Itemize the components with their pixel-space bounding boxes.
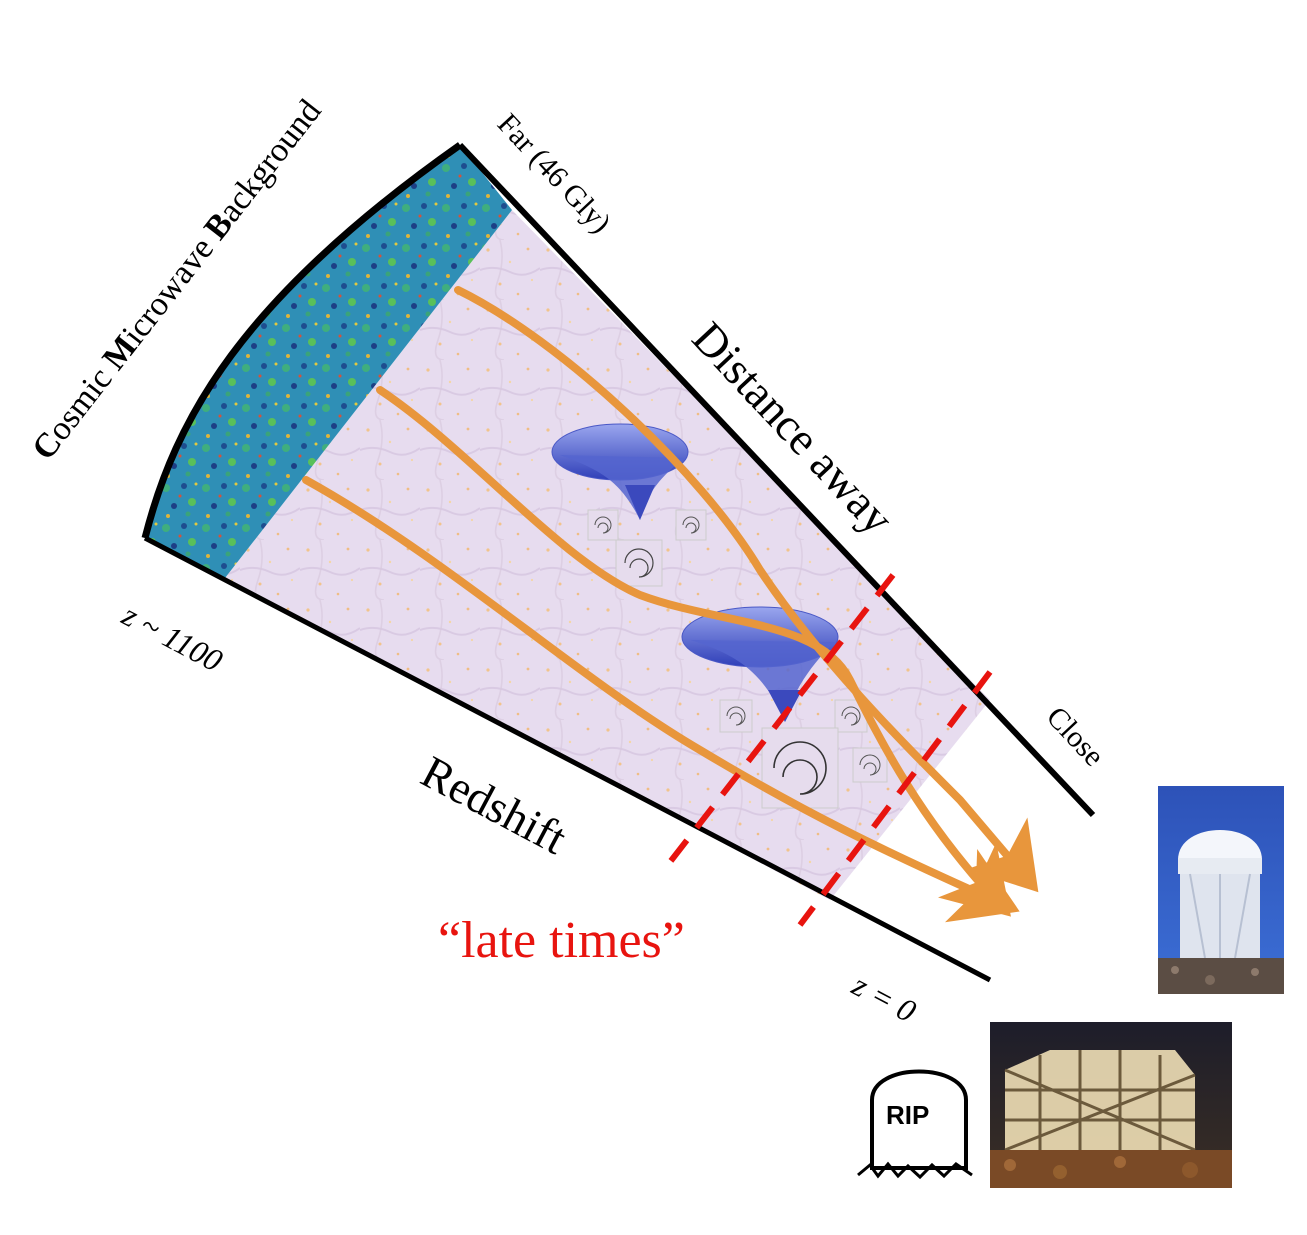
late-times-label: “late times”: [438, 912, 685, 969]
observatory-dome-photo: [1158, 786, 1284, 994]
cmb-word-2: icrowave: [115, 224, 226, 352]
redshift-edge: [143, 535, 992, 983]
redshift-label: Redshift: [413, 746, 575, 864]
cmb-map-icon: [145, 145, 512, 578]
cmb-word-3: ackground: [211, 93, 329, 229]
distance-edge: [457, 142, 1096, 818]
late-times-line-1: [667, 573, 896, 864]
close-label: Close: [1040, 700, 1111, 772]
cmb-arc: [141, 142, 463, 539]
tombstone-icon: RIP: [857, 1069, 973, 1180]
gravity-well-icon-2: [681, 606, 839, 722]
tombstone-text: RIP: [886, 1100, 929, 1130]
z-zero-label: z = 0: [846, 966, 922, 1029]
z-high-label: z ~ 1100: [116, 596, 229, 679]
light-path-3: [302, 476, 1020, 923]
late-times-line-2: [797, 670, 993, 927]
spiral-galaxy-icon: [587, 509, 707, 587]
light-path-1: [454, 286, 1039, 893]
survey-telescope-photo: [990, 1022, 1232, 1188]
